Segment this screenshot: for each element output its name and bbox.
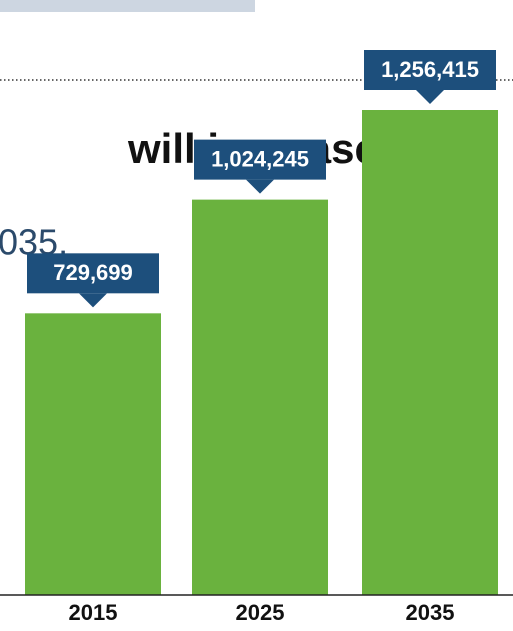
bar bbox=[362, 110, 498, 595]
value-label-pointer bbox=[246, 179, 274, 194]
header-strip bbox=[0, 0, 255, 12]
value-label-box bbox=[194, 139, 326, 180]
value-label-box bbox=[364, 50, 496, 90]
bar bbox=[192, 199, 328, 596]
bar bbox=[25, 313, 161, 595]
value-label: 729,699 bbox=[53, 260, 133, 285]
value-label: 1,256,415 bbox=[381, 57, 479, 82]
value-label-pointer bbox=[416, 90, 444, 104]
x-tick-label: 2025 bbox=[236, 600, 285, 625]
x-tick-label: 2015 bbox=[69, 600, 118, 625]
value-label: 1,024,245 bbox=[211, 146, 309, 171]
value-label-pointer bbox=[79, 293, 107, 308]
plot: 729,699 1,024,245 1,256,415 bbox=[25, 50, 498, 596]
x-tick-label: 2035 bbox=[406, 600, 455, 625]
value-label-box bbox=[27, 253, 159, 294]
